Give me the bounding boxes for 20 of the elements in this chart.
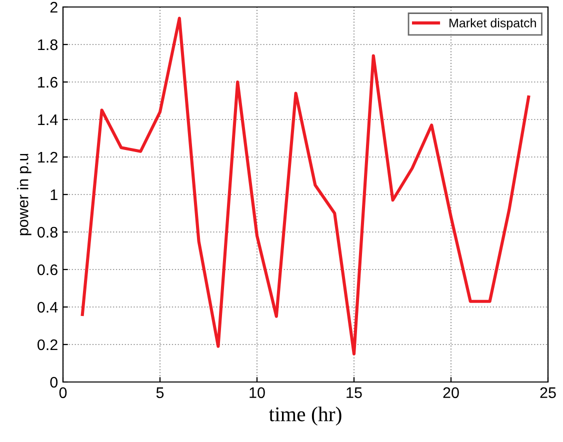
y-tick-label: 1.8 [38,39,58,50]
y-axis-title: power in p.u [17,154,32,236]
y-tick-label: 1.6 [38,76,58,88]
y-tick-label: 1.2 [38,152,58,163]
x-axis-title: time (hr) [268,406,342,426]
y-tick-label: 1.4 [38,114,58,126]
y-tick-label: 0.6 [38,264,58,276]
y-tick-label: 0.4 [38,302,58,313]
x-tick-label: 25 [540,387,556,398]
y-tick-label: 1 [50,190,58,200]
legend-label: Market dispatch [450,18,536,30]
y-tick-label: 0.8 [38,226,58,238]
x-tick-label: 10 [250,387,265,398]
x-tick-label: 5 [156,387,164,398]
x-tick-label: 20 [443,387,459,398]
y-tick-label: 0.2 [38,339,58,350]
x-tick-label: 15 [346,387,362,398]
y-tick-label: 2 [50,2,58,13]
y-tick-label: 0 [50,376,58,388]
x-tick-label: 0 [59,387,67,398]
